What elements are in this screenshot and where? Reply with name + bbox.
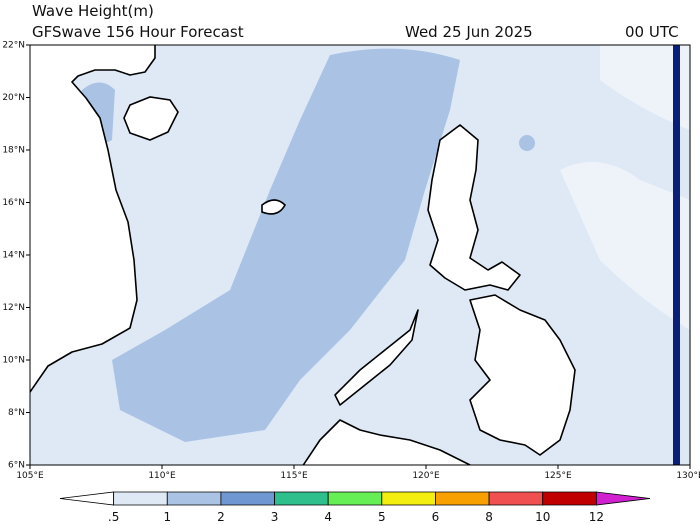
- lat-label: 12°N: [2, 303, 25, 313]
- lat-label: 16°N: [2, 198, 25, 208]
- colorbar-segment: [595, 491, 651, 506]
- colorbar-segment: [274, 491, 329, 506]
- land: [334, 309, 419, 406]
- colorbar-segment: [488, 491, 544, 506]
- colorbar-label: 10: [535, 510, 550, 524]
- island: [261, 199, 286, 215]
- colorbar-segment: [381, 491, 436, 506]
- subtitle: GFSwave 156 Hour Forecast: [32, 23, 244, 41]
- colorbar-label: 1: [163, 510, 171, 524]
- colorbar-label: 4: [324, 510, 332, 524]
- colorbar-label: 3: [271, 510, 279, 524]
- colorbar-label: 6: [432, 510, 440, 524]
- land: [427, 124, 521, 291]
- lat-label: 18°N: [2, 146, 25, 156]
- title: Wave Height(m): [32, 2, 154, 20]
- lat-label: 10°N: [2, 356, 25, 366]
- colorbar-segment: [327, 491, 383, 506]
- lon-label: 125°E: [544, 471, 572, 481]
- calm-area: [560, 162, 690, 330]
- edge-strip: [673, 45, 680, 465]
- colorbar-segment: [435, 491, 490, 506]
- lat-label: 14°N: [2, 251, 25, 261]
- map: [29, 44, 691, 466]
- colorbar-label: 12: [589, 510, 604, 524]
- colorbar-segment: [220, 491, 275, 506]
- lat-label: 22°N: [2, 41, 25, 51]
- date: Wed 25 Jun 2025: [405, 23, 533, 41]
- wave-zone: [519, 135, 535, 151]
- colorbar-segment: [113, 491, 168, 506]
- colorbar-segment: [59, 491, 115, 506]
- calm-area: [600, 45, 690, 130]
- lat-label: 20°N: [2, 93, 25, 103]
- wave-zone: [112, 48, 460, 443]
- colorbar-label: 5: [378, 510, 386, 524]
- lon-label: 110°E: [148, 471, 176, 481]
- land: [469, 294, 576, 456]
- lat-label: 6°N: [8, 461, 25, 471]
- colorbar-segment: [166, 491, 222, 506]
- land: [302, 419, 471, 465]
- colorbar-label: 2: [217, 510, 225, 524]
- colorbar-label: .5: [108, 510, 119, 524]
- land: [30, 45, 156, 393]
- lat-label: 8°N: [8, 408, 25, 418]
- lon-label: 105°E: [16, 471, 44, 481]
- lon-label: 115°E: [280, 471, 308, 481]
- lon-label: 120°E: [412, 471, 440, 481]
- time: 00 UTC: [625, 23, 679, 41]
- lon-label: 130°E: [676, 471, 700, 481]
- island: [123, 96, 179, 141]
- colorbar-label: 8: [485, 510, 493, 524]
- colorbar-segment: [542, 491, 597, 506]
